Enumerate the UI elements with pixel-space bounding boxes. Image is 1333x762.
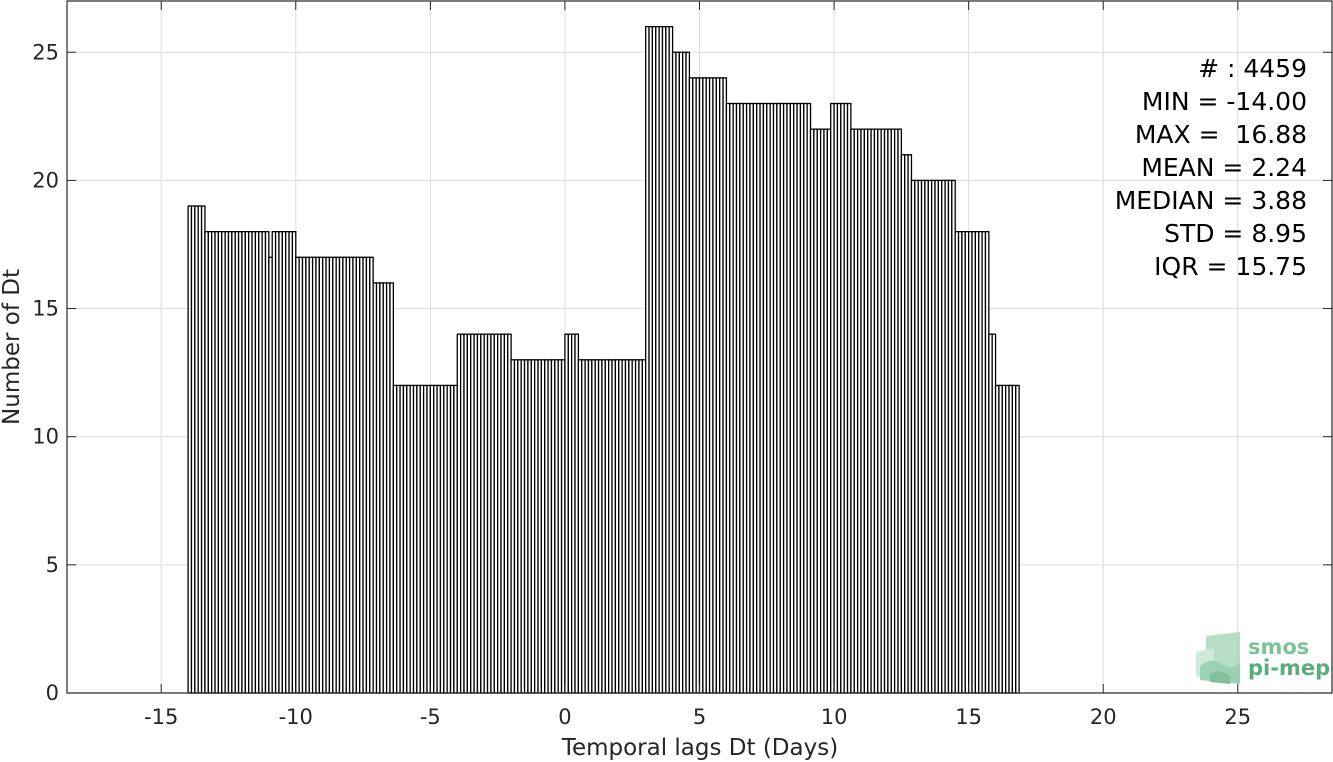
y-tick-label: 20 [32,168,59,192]
y-tick-label: 5 [46,553,59,577]
x-tick-label: 20 [1090,705,1117,729]
x-tick-label: 15 [955,705,982,729]
y-tick-labels: 0 5 10 15 20 25 [32,40,59,705]
y-axis-label: Number of Dt [0,269,25,425]
y-tick-label: 15 [32,297,59,321]
x-tick-labels: -15 -10 -5 0 5 10 15 20 25 [144,705,1251,729]
x-tick-label: 5 [693,705,706,729]
histogram-bar [1015,384,1020,694]
x-tick-label: 25 [1224,705,1251,729]
logo-emblem-icon [1196,632,1240,684]
stats-box: # : 4459 MIN = -14.00 MAX = 16.88 MEAN =… [1115,54,1307,281]
y-tick-label: 25 [32,40,59,64]
stats-median: MEDIAN = 3.88 [1115,186,1307,215]
x-tick-label: -10 [279,705,313,729]
stats-count: # : 4459 [1198,54,1307,83]
stats-mean: MEAN = 2.24 [1141,153,1307,182]
smos-pi-mep-logo: smos pi-mep [1196,632,1330,684]
y-tick-label: 10 [32,425,59,449]
axis-ticks [67,1,1332,694]
x-tick-label: -15 [144,705,178,729]
x-axis-label: Temporal lags Dt (Days) [561,735,838,761]
x-tick-label: -5 [420,705,441,729]
logo-text-smos: smos [1248,635,1309,659]
stats-max: MAX = 16.88 [1135,120,1307,149]
x-tick-label: 0 [558,705,571,729]
stats-min: MIN = -14.00 [1142,87,1307,116]
x-tick-label: 10 [821,705,848,729]
stats-iqr: IQR = 15.75 [1154,252,1307,281]
y-tick-label: 0 [46,681,59,705]
stats-std: STD = 8.95 [1164,219,1307,248]
logo-text-pi-mep: pi-mep [1248,656,1330,680]
